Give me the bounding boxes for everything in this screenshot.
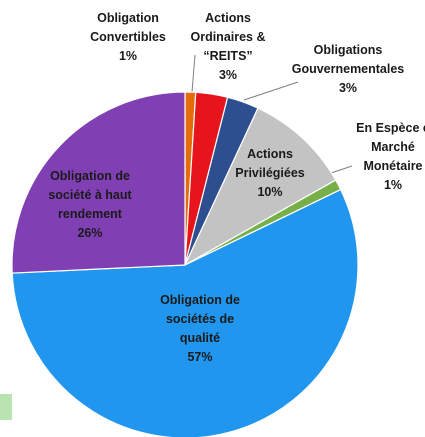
value-label: 3%	[219, 68, 237, 82]
label-line: sociétés de	[166, 312, 234, 326]
value-label: 3%	[339, 81, 357, 95]
slice	[11, 91, 186, 274]
slice-label: Obligation de sociétés de qualité	[160, 293, 240, 345]
value-label: 1%	[384, 178, 402, 192]
label-line: En Espèce e	[356, 121, 425, 135]
slice-label: Obligations Gouvernementales	[292, 43, 405, 76]
label-line: qualité	[180, 331, 220, 345]
label-line: société à haut	[48, 188, 132, 202]
slice	[183, 107, 337, 267]
label-line: Marché	[371, 140, 415, 154]
value-label: 10%	[257, 185, 282, 199]
slice	[11, 188, 359, 437]
value-label: 26%	[77, 226, 102, 240]
label-line: Actions	[205, 11, 251, 25]
value-label: 57%	[187, 350, 212, 364]
slice-label: Obligation de société à haut rendement	[48, 169, 132, 221]
label-line: Obligation	[97, 11, 159, 25]
label-line: Privilégiées	[235, 166, 305, 180]
label-line: Ordinaires &	[190, 30, 265, 44]
label-line: Monétaire	[363, 159, 422, 173]
label-line: rendement	[58, 207, 123, 221]
value-label: 1%	[119, 49, 137, 63]
slice-label: En Espèce e Marché Monétaire	[356, 121, 425, 173]
label-line: Convertibles	[90, 30, 166, 44]
slices	[11, 91, 359, 437]
slice-label: Actions Ordinaires & “REITS”	[190, 11, 265, 63]
slice-label: Actions Privilégiées	[235, 147, 305, 180]
leader-line	[243, 81, 299, 101]
label-line: Obligation de	[50, 169, 130, 183]
slice-label: Obligation Convertibles	[90, 11, 166, 44]
label-line: Obligation de	[160, 293, 240, 307]
leader-line	[191, 54, 196, 93]
decoration	[0, 394, 12, 420]
label-line: “REITS”	[203, 49, 252, 63]
label-line: Actions	[247, 147, 293, 161]
label-line: Gouvernementales	[292, 62, 405, 76]
label-line: Obligations	[314, 43, 383, 57]
